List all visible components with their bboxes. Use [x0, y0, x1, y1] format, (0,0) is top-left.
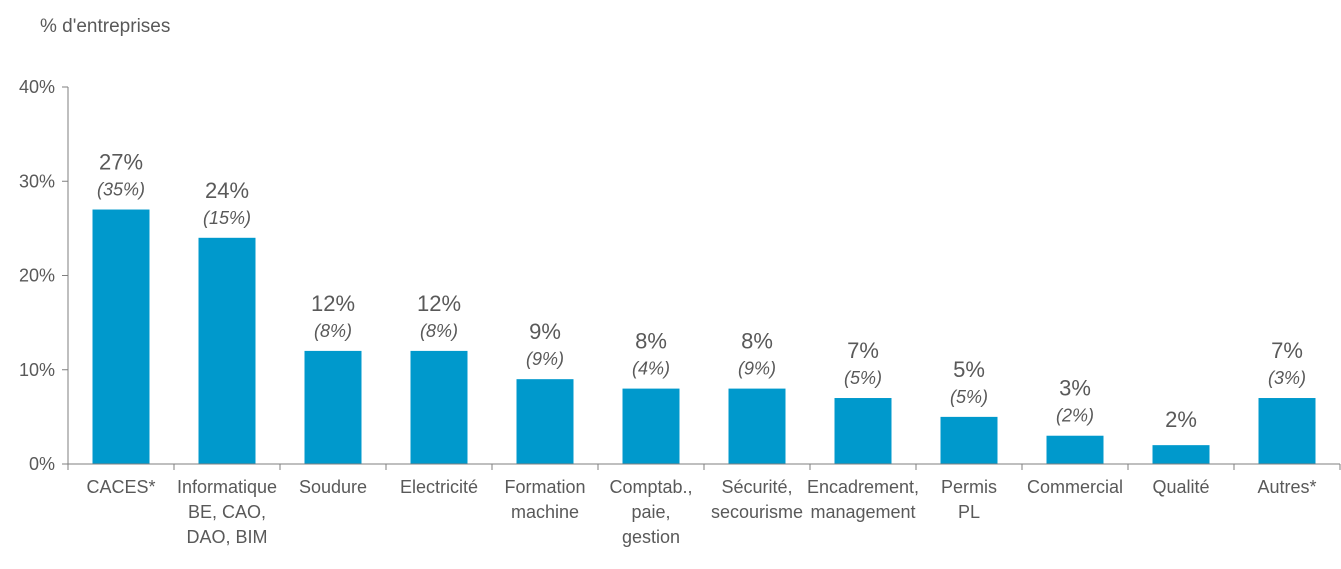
x-category-label: secourisme [711, 502, 803, 522]
x-category-label: Comptab., [609, 477, 692, 497]
y-tick-label: 0% [29, 454, 55, 474]
bar-value-label: 8% [741, 329, 773, 354]
bar-previous-value-label: (15%) [203, 208, 251, 228]
x-category-label: Formation [504, 477, 585, 497]
y-tick-label: 30% [19, 171, 55, 191]
bars [92, 209, 1316, 464]
y-axis-unit-label: % d'entreprises [40, 16, 170, 37]
x-category-label: Electricité [400, 477, 478, 497]
bar [940, 416, 998, 464]
bar [1152, 445, 1210, 464]
x-category-label: PL [958, 502, 980, 522]
y-tick-label: 40% [19, 77, 55, 97]
bar [516, 379, 574, 464]
bar-previous-value-label: (8%) [314, 321, 352, 341]
bar-previous-value-label: (35%) [97, 180, 145, 200]
bar-previous-value-label: (5%) [950, 387, 988, 407]
bar-value-label: 3% [1059, 376, 1091, 401]
x-category-label: Qualité [1152, 477, 1209, 497]
x-category-label: Sécurité, [721, 477, 792, 497]
bar [834, 398, 892, 464]
data-labels: (35%) 27% (15%) 24% (8%) 12% (8%) 12% (9%) 9% (4%)… [97, 150, 1306, 433]
bar [410, 350, 468, 464]
bar-previous-value-label: (2%) [1056, 406, 1094, 426]
bar-previous-value-label: (9%) [738, 359, 776, 379]
x-category-label: Commercial [1027, 477, 1123, 497]
bar-value-label: 5% [953, 357, 985, 382]
y-tick-label: 20% [19, 266, 55, 286]
x-category-label: Soudure [299, 477, 367, 497]
bar-value-label: 7% [1271, 338, 1303, 363]
bar-value-label: 27% [99, 150, 143, 175]
bar [92, 209, 150, 464]
bar-value-label: 7% [847, 338, 879, 363]
bar-previous-value-label: (9%) [526, 349, 564, 369]
x-category-label: machine [511, 502, 579, 522]
bar-value-label: 12% [311, 291, 355, 316]
x-category-label: Permis [941, 477, 997, 497]
bar-previous-value-label: (8%) [420, 321, 458, 341]
y-tick-label: 10% [19, 360, 55, 380]
bar [622, 388, 680, 464]
bar-value-label: 9% [529, 319, 561, 344]
bar-value-label: 2% [1165, 407, 1197, 432]
x-category-label: gestion [622, 527, 680, 547]
x-category-label: CACES* [86, 477, 155, 497]
bar-previous-value-label: (5%) [844, 368, 882, 388]
x-category-label: Informatique [177, 477, 277, 497]
bar [1046, 435, 1104, 464]
x-category-label: Autres* [1257, 477, 1316, 497]
x-axis-categories: CACES* Informatique BE, CAO, DAO, BIM Soudur… [86, 477, 1316, 547]
x-category-label: Encadrement, [807, 477, 919, 497]
bar-value-label: 8% [635, 329, 667, 354]
x-category-label: BE, CAO, [188, 502, 266, 522]
bar [198, 237, 256, 464]
x-category-label: paie, [631, 502, 670, 522]
bar [1258, 398, 1316, 464]
bar-previous-value-label: (4%) [632, 359, 670, 379]
x-category-label: management [810, 502, 915, 522]
bar-previous-value-label: (3%) [1268, 368, 1306, 388]
bar [304, 350, 362, 464]
bar-value-label: 24% [205, 178, 249, 203]
bar-value-label: 12% [417, 291, 461, 316]
y-axis-ticks: 0% 10% 20% 30% 40% [19, 77, 1341, 474]
bar [728, 388, 786, 464]
x-category-label: DAO, BIM [186, 527, 267, 547]
